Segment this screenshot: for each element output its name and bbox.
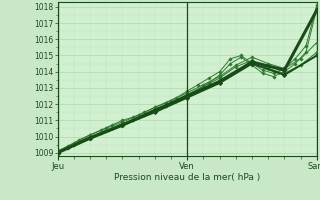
X-axis label: Pression niveau de la mer( hPa ): Pression niveau de la mer( hPa ) <box>114 173 260 182</box>
